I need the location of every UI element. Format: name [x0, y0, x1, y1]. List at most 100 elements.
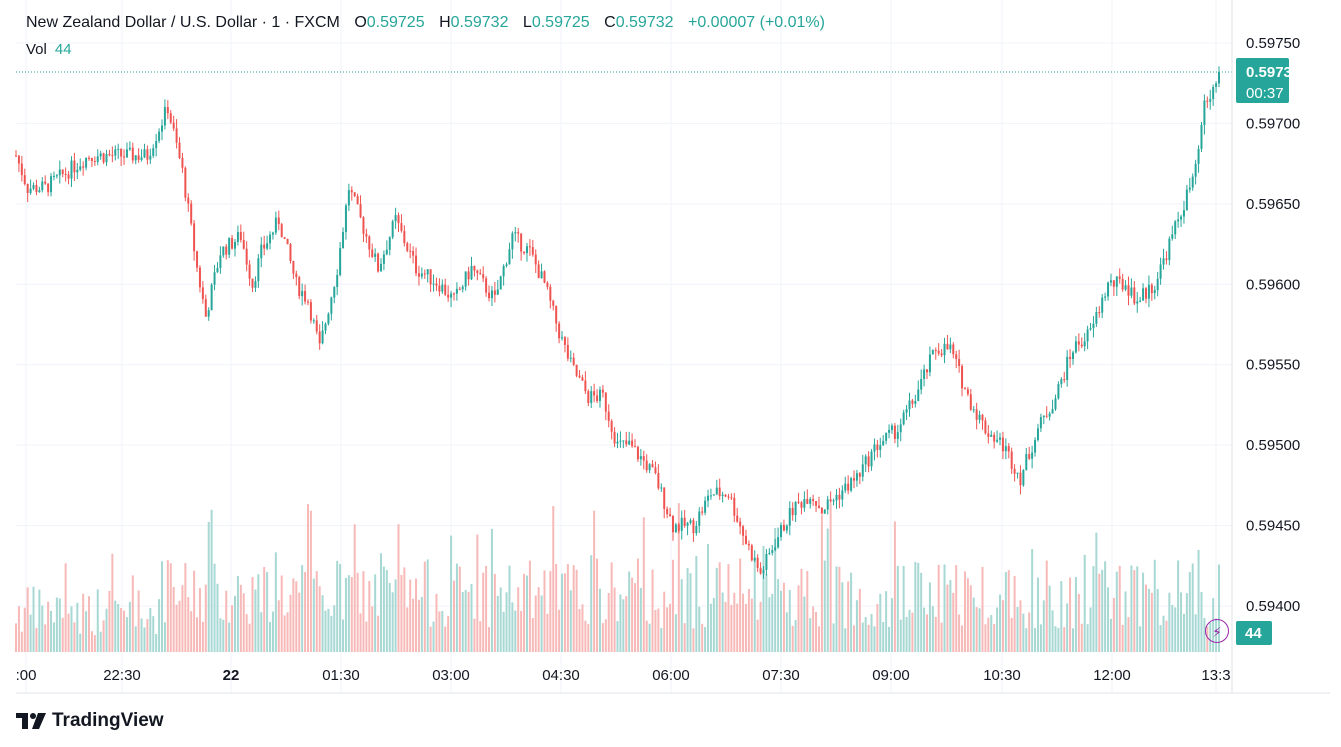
- volume-bar: [1025, 628, 1028, 652]
- volume-bar: [231, 605, 234, 652]
- volume-bar: [490, 528, 493, 652]
- volume-bar: [347, 575, 350, 652]
- tradingview-logo[interactable]: TradingView: [16, 710, 164, 732]
- volume-bar: [1197, 550, 1200, 652]
- candle-body: [67, 174, 70, 179]
- candle-body: [160, 125, 163, 132]
- candle-body: [420, 273, 423, 277]
- x-tick-label: 10:30: [983, 667, 1021, 684]
- volume-bar: [99, 631, 102, 652]
- candle-body: [406, 243, 409, 251]
- volume-bar: [166, 560, 169, 652]
- candle-body: [362, 217, 365, 234]
- volume-bar: [137, 590, 140, 652]
- volume-bar: [371, 606, 374, 652]
- candle-body: [692, 520, 695, 534]
- lightning-icon[interactable]: ⚡: [1205, 619, 1229, 643]
- volume-legend[interactable]: Vol 44: [26, 41, 72, 58]
- volume-bar: [251, 577, 254, 652]
- candle-body: [739, 521, 742, 527]
- candle-body: [1034, 439, 1037, 453]
- candle-body: [114, 149, 117, 156]
- volume-bar: [178, 600, 181, 652]
- candle-body: [152, 148, 155, 156]
- volume-bar: [689, 573, 692, 652]
- volume-bar: [169, 563, 172, 652]
- volume-bar: [823, 560, 826, 652]
- candle-body: [347, 190, 350, 206]
- candle-body: [707, 495, 710, 501]
- candle-body: [733, 497, 736, 516]
- volume-bar: [993, 623, 996, 652]
- volume-bar: [601, 623, 604, 652]
- volume-bar: [368, 581, 371, 652]
- volume-bar: [64, 563, 67, 652]
- candle-body: [1104, 296, 1107, 298]
- candle-body: [1112, 280, 1115, 287]
- candle-body: [966, 389, 969, 395]
- volume-bar: [377, 615, 380, 652]
- candle-body: [864, 456, 867, 465]
- volume-bar: [978, 608, 981, 652]
- candle-body: [709, 495, 712, 497]
- candle-body: [511, 233, 514, 250]
- candle-body: [271, 232, 274, 235]
- volume-bar: [131, 575, 134, 652]
- candle-body: [794, 501, 797, 516]
- candle-body: [569, 357, 572, 359]
- candle-body: [902, 412, 905, 425]
- candle-body: [978, 414, 981, 420]
- volume-bar: [794, 620, 797, 652]
- candle-body: [274, 217, 277, 233]
- candle-body: [470, 265, 473, 280]
- candle-body: [1063, 379, 1066, 381]
- candle-body: [333, 287, 336, 298]
- symbol-title[interactable]: New Zealand Dollar / U.S. Dollar · 1 · F…: [26, 14, 340, 31]
- candle-body: [604, 392, 607, 412]
- candle-body: [1145, 288, 1148, 299]
- volume-bar: [152, 616, 155, 652]
- volume-bar: [631, 577, 634, 652]
- candle-body: [403, 230, 406, 244]
- candle-body: [225, 246, 228, 255]
- candle-body: [826, 499, 829, 510]
- candle-body: [1013, 468, 1016, 474]
- volume-bar: [850, 572, 853, 652]
- volume-bar: [648, 623, 651, 652]
- candle-body: [543, 271, 546, 283]
- candle-body: [1057, 384, 1060, 399]
- volume-bar: [379, 553, 382, 652]
- y-tick-label: 0.59450: [1246, 518, 1300, 535]
- volume-bar: [1077, 593, 1080, 652]
- x-tick-label: 07:30: [762, 667, 800, 684]
- candle-body: [79, 166, 82, 170]
- candle-body: [853, 478, 856, 481]
- volume-bar: [981, 566, 984, 652]
- volume-bar: [29, 614, 32, 652]
- low-label: L: [522, 14, 532, 31]
- volume-bar: [444, 626, 447, 652]
- candle-body: [642, 456, 645, 461]
- candle-body: [1069, 356, 1072, 359]
- candle-body: [1031, 452, 1034, 459]
- candle-body: [228, 238, 231, 255]
- candle-body: [955, 354, 958, 360]
- volume-bar: [555, 564, 558, 652]
- volume-bar: [482, 572, 485, 652]
- symbol-legend[interactable]: New Zealand Dollar / U.S. Dollar · 1 · F…: [26, 14, 825, 32]
- volume-bar: [896, 565, 899, 652]
- volume-bar: [1054, 626, 1057, 652]
- volume-bar: [1115, 571, 1118, 652]
- candle-body: [832, 500, 835, 502]
- volume-bar: [759, 601, 762, 652]
- candle-body: [931, 350, 934, 355]
- candle-body: [896, 432, 899, 439]
- candle-body: [336, 274, 339, 288]
- candle-body: [263, 244, 266, 249]
- volume-bar: [458, 566, 461, 652]
- volume-bar: [634, 583, 637, 652]
- candle-body: [473, 265, 476, 271]
- volume-bar: [1036, 577, 1039, 652]
- candle-body: [1206, 100, 1209, 102]
- volume-bar: [695, 556, 698, 652]
